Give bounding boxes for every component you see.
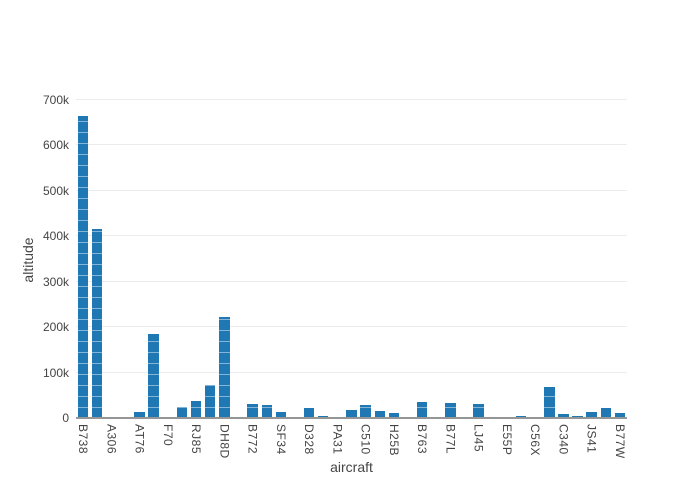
bar[interactable] — [261, 404, 272, 418]
y-tick-label: 300k — [42, 274, 69, 289]
bar[interactable] — [600, 408, 612, 418]
bar[interactable] — [204, 384, 216, 418]
x-tick-label: C340 — [556, 424, 571, 455]
x-tick-label: B77W — [612, 424, 627, 459]
x-tick-label: AT76 — [132, 424, 147, 454]
bar[interactable] — [247, 403, 258, 418]
bar[interactable] — [558, 413, 569, 418]
bar[interactable] — [190, 401, 202, 418]
bar[interactable] — [303, 408, 315, 418]
bar[interactable] — [346, 409, 357, 418]
x-tick-label: C56X — [528, 424, 543, 457]
x-tick-label: B763 — [415, 424, 430, 455]
bar[interactable] — [374, 410, 385, 418]
y-tick-label: 100k — [42, 365, 69, 380]
x-axis-zeroline — [76, 417, 627, 419]
x-tick-label: JS41 — [584, 424, 599, 454]
y-tick-label: 400k — [42, 229, 69, 244]
y-tick-label: 700k — [42, 93, 69, 107]
bar[interactable] — [91, 229, 103, 418]
y-tick-label: 0 — [62, 411, 69, 425]
y-tick-label: 600k — [42, 138, 69, 153]
gridline — [76, 280, 627, 282]
x-tick-label: A306 — [104, 424, 119, 455]
x-tick-label: F70 — [160, 424, 175, 447]
x-tick-label: D328 — [302, 424, 317, 455]
bar[interactable] — [388, 412, 400, 418]
bar[interactable] — [219, 317, 230, 418]
y-tick-label: 200k — [42, 320, 69, 335]
gridline — [76, 371, 627, 373]
x-axis-title: aircraft — [330, 459, 373, 475]
gridline — [76, 235, 627, 237]
bar[interactable] — [275, 411, 287, 418]
x-tick-label: PA31 — [330, 424, 345, 455]
x-tick-label: H25B — [386, 424, 401, 457]
x-tick-label: C510 — [358, 424, 373, 455]
bar[interactable] — [614, 413, 626, 418]
x-tick-label: B772 — [245, 424, 260, 455]
bar[interactable] — [586, 411, 597, 418]
x-tick-label: DH8D — [217, 424, 232, 459]
plot-area[interactable] — [76, 99, 627, 419]
bar[interactable] — [360, 404, 371, 418]
x-tick-label: LJ45 — [471, 424, 486, 453]
bar[interactable] — [134, 411, 145, 418]
bar[interactable] — [77, 115, 89, 418]
gridline — [76, 326, 627, 328]
bar[interactable] — [416, 402, 428, 418]
x-tick-label: E55P — [499, 424, 514, 456]
gridline — [76, 144, 627, 146]
gridline — [76, 99, 627, 100]
bar[interactable] — [473, 404, 484, 418]
y-tick-label: 500k — [42, 183, 69, 198]
x-tick-label: SF34 — [273, 424, 288, 455]
bar[interactable] — [445, 403, 456, 418]
bar[interactable] — [148, 334, 159, 418]
x-tick-label: B77L — [443, 424, 458, 455]
bar[interactable] — [544, 387, 555, 418]
gridline — [76, 189, 627, 191]
bar[interactable] — [176, 406, 188, 418]
x-tick-label: RJ85 — [189, 424, 204, 455]
x-tick-label: B738 — [76, 424, 91, 455]
